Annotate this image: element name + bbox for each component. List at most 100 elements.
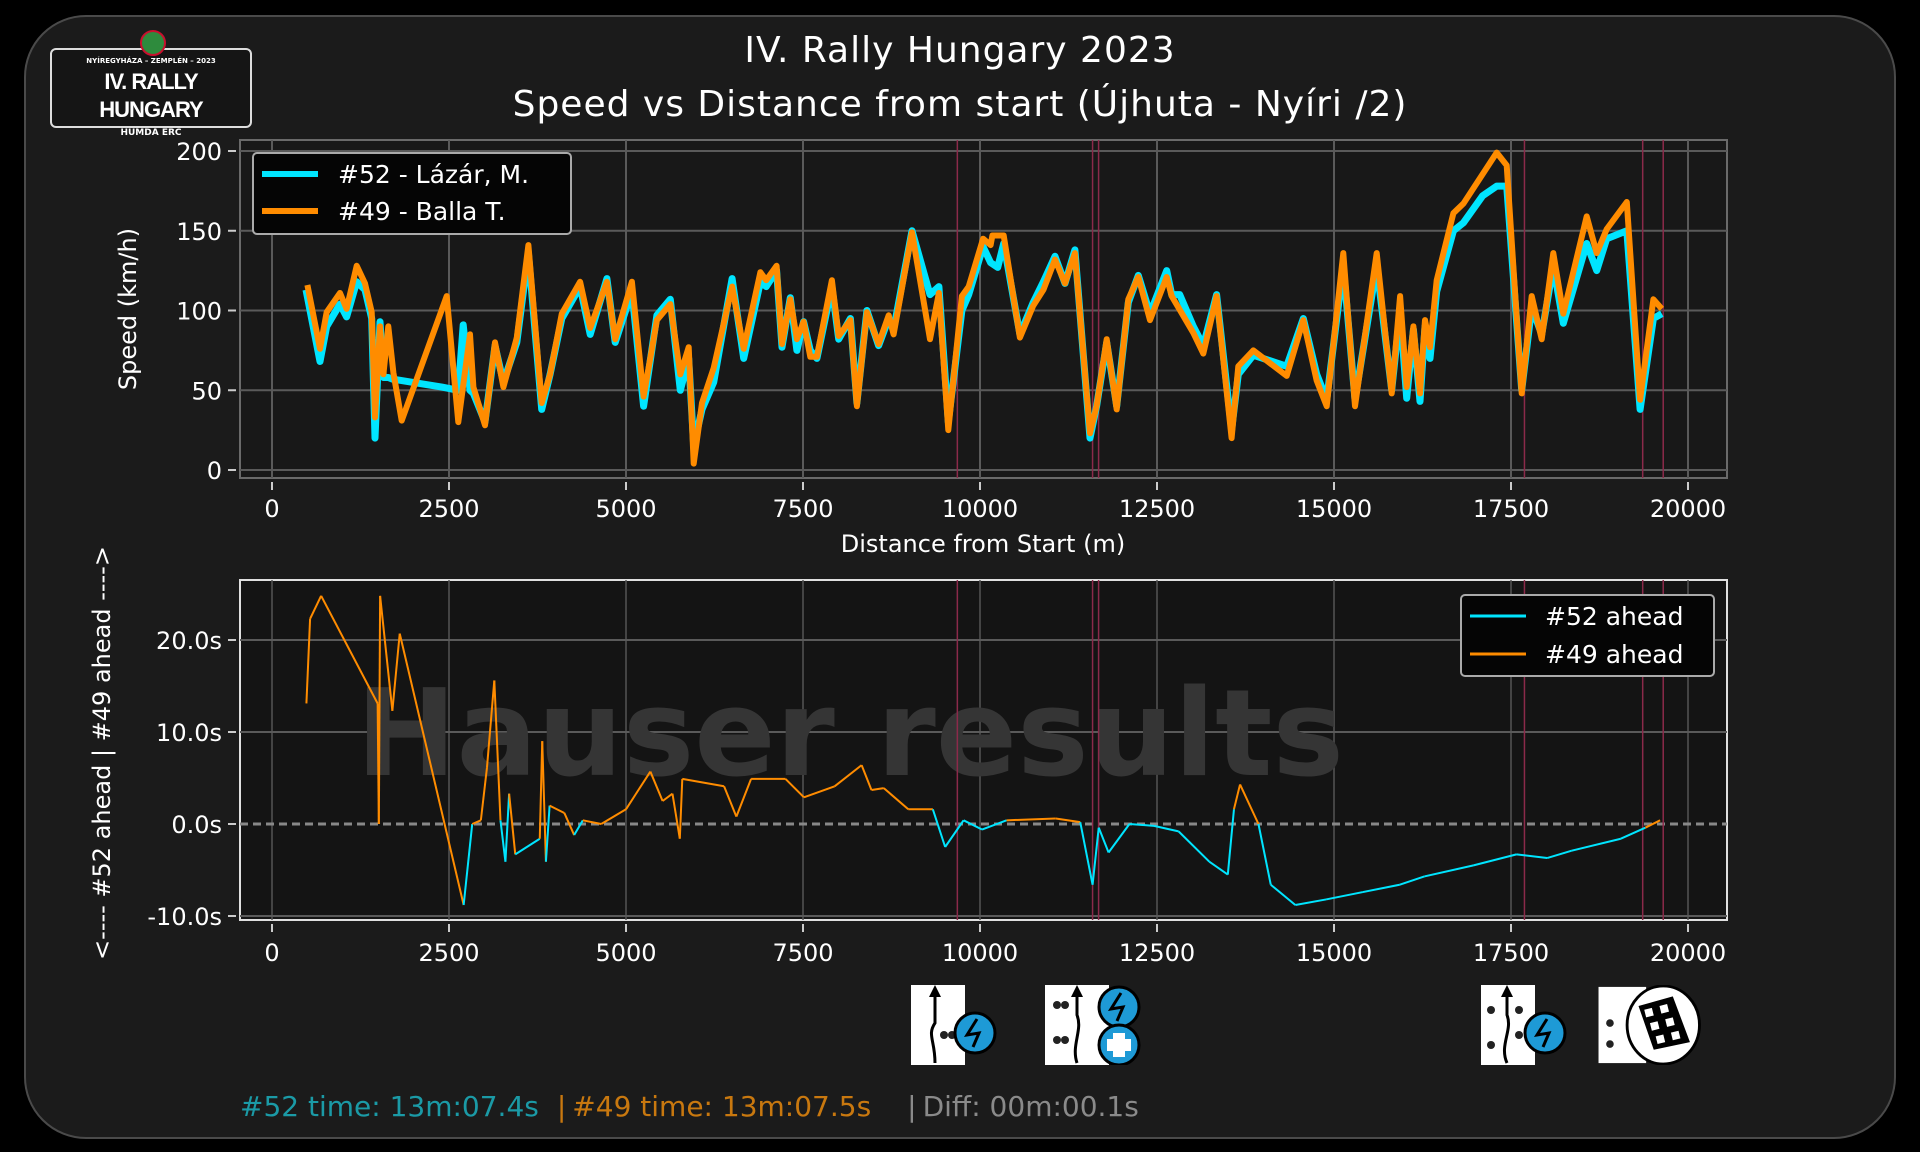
x-tick-label: 5000 [595,495,656,523]
delta-segment [735,778,753,818]
delta-segment [309,595,323,620]
delta-segment [1257,823,1272,885]
delta-segment [1079,821,1094,885]
delta-segment [1177,830,1211,863]
delta-segment [834,764,863,788]
delta-segment [860,764,873,791]
x-tick-label: 12500 [1119,939,1195,967]
rally-hungary-logo: NYÍREGYHÁZA – ZEMPLÉN – 2023 IV. RALLY H… [50,30,252,138]
delta-segment [582,819,602,825]
y-tick-label: 200 [176,138,222,166]
delta-segment [931,808,947,848]
y-axis-label: Speed (km/h) [114,228,142,390]
delta-segment [479,767,488,821]
delta-segment [549,804,565,814]
x-tick-label: 20000 [1650,495,1726,523]
y-tick-label: 20.0s [156,627,222,655]
split-time-icon [911,985,997,1065]
delta-segment [678,778,684,839]
delta-segment [1107,823,1131,854]
y-tick-label: 0.0s [171,811,222,839]
split-time-medical-icon [1045,985,1141,1065]
x-tick-label: 2500 [418,495,479,523]
delta-segment [600,808,627,825]
delta-segment [379,595,394,711]
delta-segment [398,633,465,906]
delta-segment [573,819,584,836]
x-tick-label: 20000 [1650,939,1726,967]
delta-segment [1362,883,1400,894]
delta-segment [508,793,517,855]
x-tick-label: 7500 [772,495,833,523]
delta-segment [1473,853,1517,867]
separator: | [556,1090,567,1123]
x-tick-label: 2500 [418,939,479,967]
car52-time: #52 time: 13m:07.4s [240,1090,539,1123]
x-tick-label: 10000 [942,939,1018,967]
delta-segment [305,618,312,704]
time-diff: Diff: 00m:00.1s [922,1090,1139,1123]
split-time-icon [1481,985,1567,1065]
x-tick-label: 7500 [772,939,833,967]
delta-segment [671,793,681,839]
delta-segment [1097,827,1110,853]
delta-segment [963,819,983,831]
delta-segment [1399,875,1425,886]
time-summary: #52 time: 13m:07.4s | #49 time: 13m:07.5s |… [240,1090,1175,1123]
delta-segment [944,819,965,848]
x-tick-label: 0 [264,939,279,967]
delta-segment [1006,817,1056,822]
delta-segment [514,837,541,856]
y-axis-label: <---- #52 ahead | #49 ahead ----> [88,546,116,960]
delta-segment [493,680,502,821]
finish-flag-icon [1598,985,1701,1065]
delta-segment [1091,827,1100,885]
delta-segment [1516,853,1548,860]
delta-segment [723,785,738,818]
delta-segment [377,595,382,825]
delta-segment [649,771,664,802]
chart-subtitle: Speed vs Distance from start (Újhuta - N… [512,84,1408,125]
delta-segment [803,785,835,799]
y-tick-label: 10.0s [156,719,222,747]
x-tick-label: 17500 [1473,939,1549,967]
delta-segment [462,823,474,906]
delta-segment [625,771,652,810]
delta-segment [871,787,884,791]
delta-segment [320,595,379,704]
x-tick-label: 15000 [1296,495,1372,523]
speed-legend [252,152,572,235]
legend-label: #52 - Lázár, M. [338,160,529,189]
y-tick-label: 50 [191,377,222,405]
x-axis-label: Distance from Start (m) [841,530,1125,558]
delta-segment [485,680,496,768]
x-tick-label: 5000 [595,939,656,967]
watermark: Hauser results [356,665,1344,804]
delta-segment [1295,898,1327,906]
logo-line2: IV. RALLY HUNGARY [99,69,203,122]
delta-segment [544,805,551,862]
x-tick-label: 17500 [1473,495,1549,523]
delta-segment [784,778,805,799]
delta-segment [1055,817,1081,824]
delta-segment [1424,864,1474,878]
delta-segment [563,812,576,836]
legend-label: #49 - Balla T. [338,197,506,226]
delta-segment [1546,849,1572,859]
speed-line-car49 [304,149,1665,467]
logo-emblem [140,30,166,56]
delta-segment [682,777,725,788]
delta-segment [1571,837,1622,852]
delta-segment [1270,883,1296,906]
y-tick-label: 0 [207,457,222,485]
x-tick-label: 12500 [1119,495,1195,523]
x-tick-label: 0 [264,495,279,523]
x-tick-label: 15000 [1296,939,1372,967]
legend-label: #49 ahead [1545,640,1683,669]
delta-segment [1644,819,1661,829]
delta-segment [883,787,909,811]
delta-segment [662,792,674,802]
delta-segment [1226,809,1235,875]
delta-segment [541,741,547,862]
delta-segment [1325,891,1364,901]
